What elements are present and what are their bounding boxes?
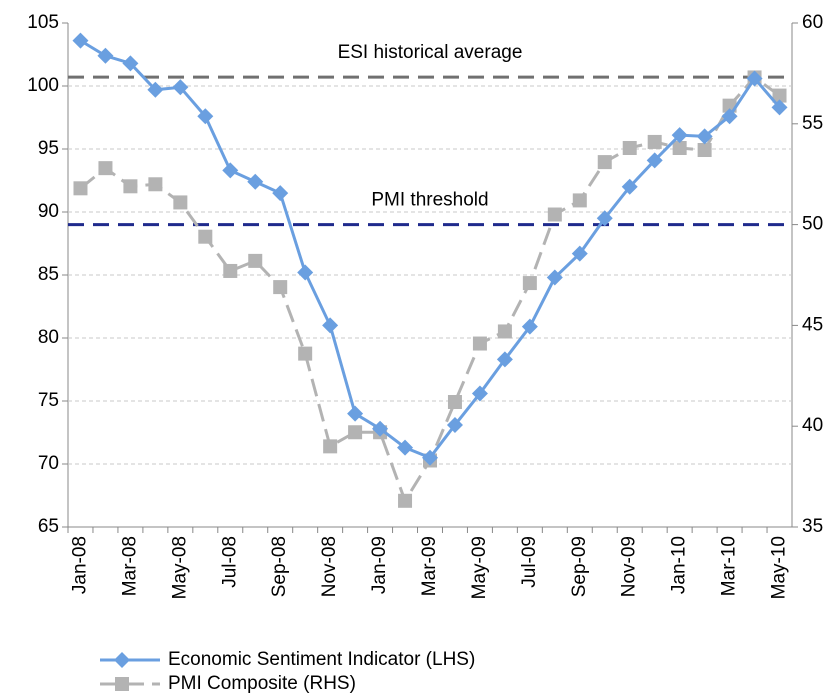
x-tick-label: May-10 bbox=[769, 536, 790, 599]
x-tick-label: Jan-10 bbox=[669, 536, 690, 594]
marker bbox=[122, 55, 139, 72]
marker bbox=[197, 108, 214, 125]
marker bbox=[597, 155, 612, 170]
marker bbox=[172, 79, 189, 96]
legend-marker bbox=[115, 677, 129, 691]
x-tick-label: Sep-08 bbox=[269, 536, 290, 597]
marker bbox=[147, 81, 164, 98]
y-tick-label: 90 bbox=[38, 201, 59, 222]
marker bbox=[422, 449, 438, 466]
marker bbox=[746, 70, 763, 87]
marker bbox=[98, 161, 113, 176]
x-tick-label: Mar-09 bbox=[419, 536, 440, 596]
marker bbox=[123, 179, 138, 194]
marker bbox=[621, 178, 638, 195]
marker bbox=[671, 127, 688, 144]
x-tick-label: May-09 bbox=[469, 536, 490, 599]
marker bbox=[496, 351, 513, 368]
y-tick-label: 95 bbox=[38, 138, 59, 159]
marker bbox=[497, 324, 512, 339]
x-tick-label: Mar-08 bbox=[119, 536, 140, 596]
x-tick-label: Mar-10 bbox=[719, 536, 740, 596]
marker bbox=[522, 276, 537, 291]
reference-label: ESI historical average bbox=[338, 42, 523, 63]
marker bbox=[223, 263, 238, 278]
marker bbox=[721, 108, 738, 125]
marker bbox=[348, 425, 363, 440]
marker bbox=[647, 134, 662, 149]
marker bbox=[771, 99, 788, 116]
marker bbox=[672, 140, 687, 155]
marker bbox=[322, 317, 339, 334]
marker bbox=[622, 140, 637, 155]
x-tick-label: Jan-09 bbox=[369, 536, 390, 594]
marker bbox=[297, 264, 314, 281]
marker bbox=[97, 47, 114, 64]
marker bbox=[372, 420, 389, 437]
marker bbox=[72, 32, 89, 49]
marker bbox=[248, 253, 263, 268]
legend-label: PMI Composite (RHS) bbox=[168, 673, 356, 694]
y-tick-label: 75 bbox=[38, 390, 59, 411]
marker bbox=[273, 280, 288, 295]
x-tick-label: Nov-08 bbox=[319, 536, 340, 597]
y-tick-label: 85 bbox=[38, 264, 59, 285]
marker bbox=[471, 385, 488, 402]
y-tick-label: 65 bbox=[38, 516, 59, 537]
x-tick-label: Jul-09 bbox=[519, 536, 540, 588]
marker bbox=[347, 405, 364, 422]
marker bbox=[272, 185, 289, 202]
marker bbox=[472, 336, 487, 351]
legend-marker bbox=[114, 652, 130, 668]
marker bbox=[772, 88, 787, 103]
marker bbox=[547, 207, 562, 222]
y2-tick-label: 55 bbox=[802, 113, 823, 134]
y2-tick-label: 35 bbox=[802, 516, 823, 537]
marker bbox=[546, 269, 563, 286]
series-line bbox=[79, 39, 781, 460]
marker bbox=[247, 173, 264, 190]
marker bbox=[596, 210, 613, 227]
marker bbox=[397, 439, 414, 456]
marker bbox=[447, 395, 462, 410]
y-tick-label: 100 bbox=[27, 75, 59, 96]
marker bbox=[697, 143, 712, 158]
y2-tick-label: 50 bbox=[802, 214, 823, 235]
x-tick-label: Jan-08 bbox=[69, 536, 90, 594]
marker bbox=[222, 162, 239, 179]
marker bbox=[696, 128, 713, 145]
marker bbox=[148, 177, 163, 192]
marker bbox=[198, 229, 213, 244]
marker bbox=[298, 346, 313, 361]
marker bbox=[646, 152, 663, 169]
y2-tick-label: 60 bbox=[802, 12, 823, 33]
marker bbox=[73, 181, 88, 196]
marker bbox=[446, 416, 463, 433]
x-tick-label: Jul-08 bbox=[219, 536, 240, 588]
marker bbox=[173, 195, 188, 210]
x-tick-label: Nov-09 bbox=[619, 536, 640, 597]
y-tick-label: 70 bbox=[38, 453, 59, 474]
x-tick-label: Sep-09 bbox=[569, 536, 590, 597]
marker bbox=[323, 439, 338, 454]
y-tick-label: 80 bbox=[38, 327, 59, 348]
reference-label: PMI threshold bbox=[371, 190, 488, 211]
marker bbox=[398, 493, 413, 508]
y-tick-label: 105 bbox=[27, 12, 59, 33]
marker bbox=[571, 245, 588, 262]
x-tick-label: May-08 bbox=[169, 536, 190, 599]
y2-tick-label: 45 bbox=[802, 314, 823, 335]
marker bbox=[572, 193, 587, 208]
y2-tick-label: 40 bbox=[802, 415, 823, 436]
marker bbox=[521, 318, 538, 335]
legend-label: Economic Sentiment Indicator (LHS) bbox=[168, 649, 475, 670]
